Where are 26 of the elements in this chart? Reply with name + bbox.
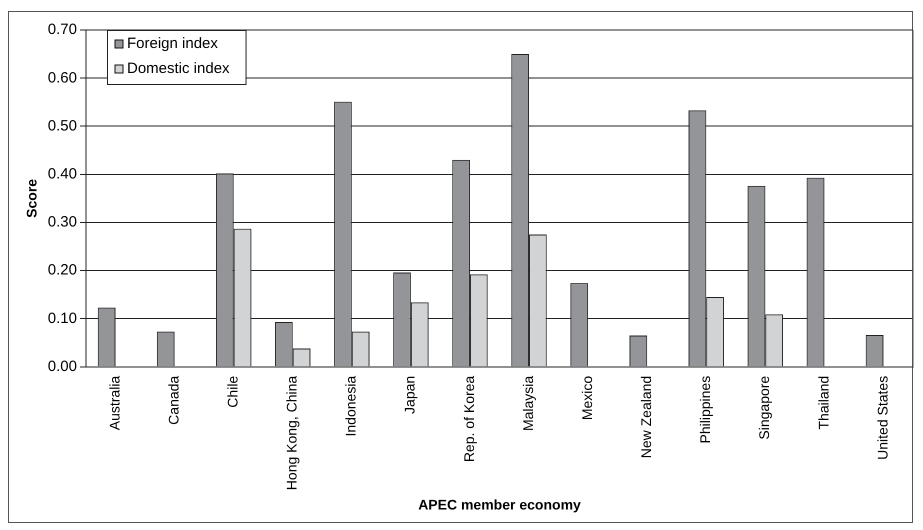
legend-label: Foreign index <box>126 35 218 52</box>
y-tick-label: 0.60 <box>48 69 77 86</box>
y-tick-label: 0.20 <box>48 262 77 279</box>
y-tick-label: 0.00 <box>48 358 77 375</box>
x-tick-label: Japan <box>402 376 418 414</box>
x-tick-label: Rep. of Korea <box>460 376 477 462</box>
x-tick-label: Chile <box>224 376 241 408</box>
y-axis-title: Score <box>23 178 40 218</box>
y-tick-label: 0.70 <box>48 21 77 38</box>
x-tick-label: Singapore <box>756 376 772 440</box>
legend-label: Domestic index <box>126 60 230 78</box>
x-tick-label: Philippines <box>697 376 714 444</box>
x-tick-label: United States <box>874 376 890 460</box>
x-tick-label: Canada <box>165 376 182 425</box>
y-tick-label: 0.40 <box>48 165 77 182</box>
x-tick-label: Thailand <box>815 376 832 430</box>
x-axis-title: APEC member economy <box>418 496 582 512</box>
x-tick-label: Australia <box>106 376 122 430</box>
x-tick-label: Indonesia <box>342 376 359 437</box>
y-tick-label: 0.50 <box>48 117 77 134</box>
y-tick-label: 0.30 <box>48 214 77 231</box>
y-tick-label: 0.10 <box>48 310 77 327</box>
x-tick-label: Mexico <box>578 376 595 420</box>
x-tick-label: Malaysia <box>520 376 536 432</box>
x-tick-label: New Zealand <box>638 376 654 458</box>
x-tick-label: Hong Kong, China <box>284 376 300 490</box>
